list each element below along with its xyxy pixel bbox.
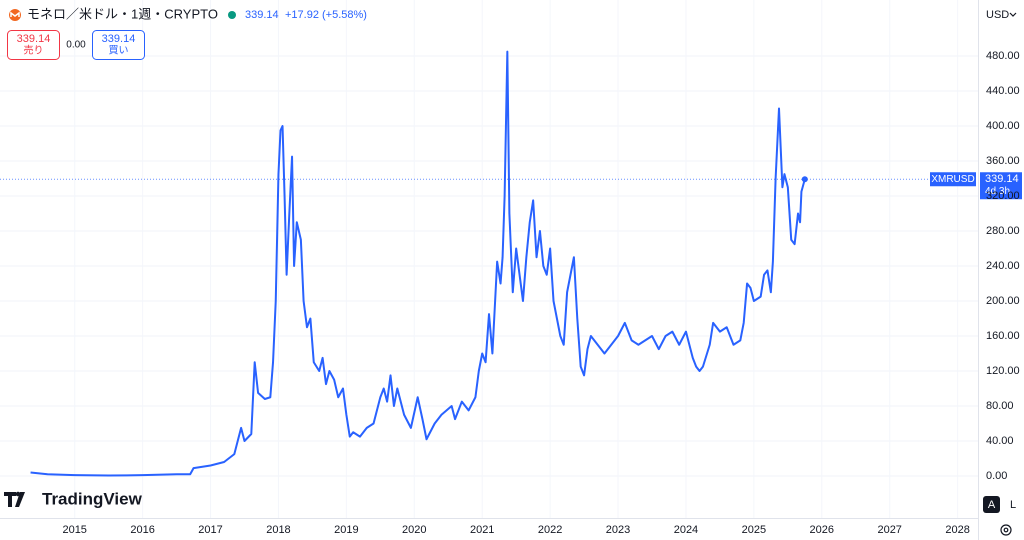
y-tick-label: 360.00 xyxy=(986,155,1020,167)
plot xyxy=(0,50,978,477)
price-tag-symbol-box xyxy=(930,172,976,187)
sell-price[interactable]: 339.14 xyxy=(17,33,51,45)
sell-button-box[interactable] xyxy=(7,30,60,60)
x-tick-label: 2022 xyxy=(538,524,562,536)
grid xyxy=(0,0,978,518)
last-point xyxy=(801,176,808,183)
price-tag-price: 339.14 xyxy=(985,173,1019,185)
y-tick-label: 280.00 xyxy=(986,225,1020,237)
x-tick-label: 2023 xyxy=(606,524,630,536)
x-tick-label: 2018 xyxy=(266,524,290,536)
y-tick-label: 160.00 xyxy=(986,330,1020,342)
y-tick-label: 80.00 xyxy=(986,400,1014,412)
x-tick-label: 2015 xyxy=(62,524,86,536)
settings-icon-core[interactable] xyxy=(1003,527,1009,533)
buy-button-box[interactable] xyxy=(92,30,145,60)
brand[interactable]: TradingView xyxy=(4,489,143,508)
header-price: 339.14 xyxy=(245,9,279,21)
y-tick-label: 200.00 xyxy=(986,295,1020,307)
y-tick-label: 480.00 xyxy=(986,50,1020,62)
price-line xyxy=(30,50,806,477)
x-tick-label: 2016 xyxy=(130,524,154,536)
x-tick-label: 2024 xyxy=(674,524,698,536)
price-tag-box xyxy=(980,172,1022,200)
brand-logo[interactable] xyxy=(4,492,25,507)
y-tick-label: 0.00 xyxy=(986,470,1007,482)
brand-name[interactable]: TradingView xyxy=(42,489,143,508)
y-tick-label: 120.00 xyxy=(986,365,1020,377)
x-tick-label: 2025 xyxy=(742,524,766,536)
buy-price[interactable]: 339.14 xyxy=(102,33,136,45)
x-tick-label: 2019 xyxy=(334,524,358,536)
auto-scale-label[interactable]: A xyxy=(988,499,996,511)
settings-button[interactable] xyxy=(1000,524,1012,536)
y-tick-label: 440.00 xyxy=(986,85,1020,97)
price-tag: XMRUSD 339.14 4d 3h xyxy=(930,172,1022,200)
market-status[interactable] xyxy=(228,11,236,19)
currency-chevron[interactable] xyxy=(1009,12,1017,17)
x-tick-label: 2028 xyxy=(945,524,969,536)
x-tick-label: 2026 xyxy=(810,524,834,536)
y-tick-label: 40.00 xyxy=(986,435,1014,447)
price-tag-countdown: 4d 3h xyxy=(985,186,1010,197)
y-tick-label: 400.00 xyxy=(986,120,1020,132)
coin-icon-glyph xyxy=(10,11,20,17)
header-change-pct: (+5.58%) xyxy=(322,9,367,21)
price-tag-symbol: XMRUSD xyxy=(931,174,974,185)
x-tick-label: 2021 xyxy=(470,524,494,536)
y-tick-label: 240.00 xyxy=(986,260,1020,272)
buy-label[interactable]: 買い xyxy=(109,45,129,57)
symbol-header: モネロ／米ドル・1週・CRYPTO 339.14 +17.92 (+5.58%) xyxy=(9,6,367,21)
x-tick-label: 2020 xyxy=(402,524,426,536)
spread: 0.00 xyxy=(66,40,86,51)
auto-scale-button[interactable] xyxy=(983,496,1000,513)
header-change: +17.92 xyxy=(285,9,319,21)
settings-icon[interactable] xyxy=(1000,524,1012,536)
currency-selector[interactable]: USD xyxy=(986,9,1017,21)
x-tick-label: 2027 xyxy=(877,524,901,536)
y-tick-label: 320.00 xyxy=(986,190,1020,202)
x-tick-label: 2017 xyxy=(198,524,222,536)
symbol-title[interactable]: モネロ／米ドル・1週・CRYPTO xyxy=(27,6,218,21)
sell-button[interactable]: 339.14 売り xyxy=(7,30,60,60)
sell-label[interactable]: 売り xyxy=(24,44,44,57)
currency[interactable]: USD xyxy=(986,9,1009,21)
buy-button[interactable]: 339.14 買い xyxy=(92,30,145,60)
coin-icon xyxy=(9,9,21,21)
brand-logo-dot[interactable] xyxy=(15,491,21,497)
log-scale-label[interactable]: L xyxy=(1010,499,1016,511)
